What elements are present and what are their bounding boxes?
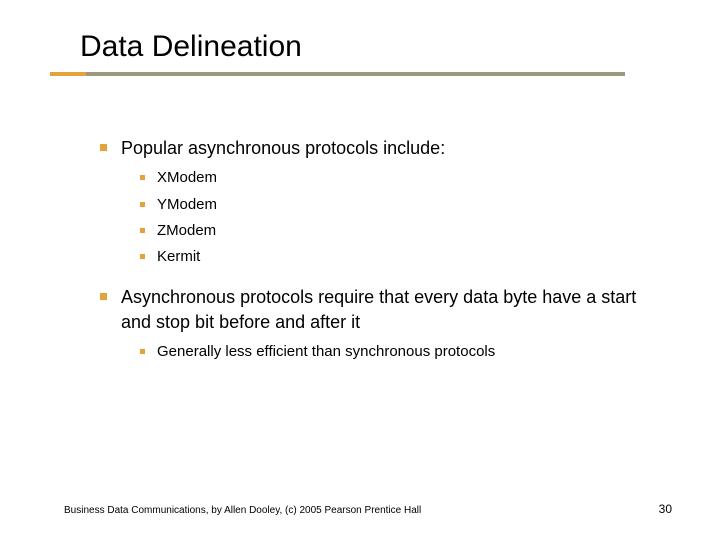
bullet-text: Kermit	[157, 247, 200, 267]
square-bullet-icon	[140, 349, 145, 354]
slide: Data Delineation Popular asynchronous pr…	[0, 0, 720, 540]
underline-orange	[50, 72, 86, 76]
spacer	[100, 273, 660, 285]
square-bullet-icon	[100, 144, 107, 151]
bullet-text: Generally less efficient than synchronou…	[157, 342, 495, 362]
bullet-text: ZModem	[157, 221, 216, 241]
square-bullet-icon	[140, 228, 145, 233]
square-bullet-icon	[140, 202, 145, 207]
bullet-text: XModem	[157, 168, 217, 188]
bullet-level2: Generally less efficient than synchronou…	[140, 342, 660, 362]
square-bullet-icon	[140, 175, 145, 180]
bullet-level1: Popular asynchronous protocols include:	[100, 136, 660, 160]
bullet-level2: YModem	[140, 195, 660, 215]
bullet-text: Popular asynchronous protocols include:	[121, 136, 445, 160]
bullet-text: YModem	[157, 195, 217, 215]
title-underline	[50, 72, 660, 76]
bullet-level2: Kermit	[140, 247, 660, 267]
square-bullet-icon	[100, 293, 107, 300]
bullet-level1: Asynchronous protocols require that ever…	[100, 285, 660, 334]
bullet-text: Asynchronous protocols require that ever…	[121, 285, 660, 334]
slide-body: Popular asynchronous protocols include: …	[100, 136, 660, 362]
underline-grey	[50, 72, 625, 76]
bullet-level2: XModem	[140, 168, 660, 188]
bullet-level2: ZModem	[140, 221, 660, 241]
footer-citation: Business Data Communications, by Allen D…	[64, 505, 421, 516]
slide-title: Data Delineation	[80, 30, 660, 64]
slide-number: 30	[659, 502, 672, 516]
square-bullet-icon	[140, 254, 145, 259]
